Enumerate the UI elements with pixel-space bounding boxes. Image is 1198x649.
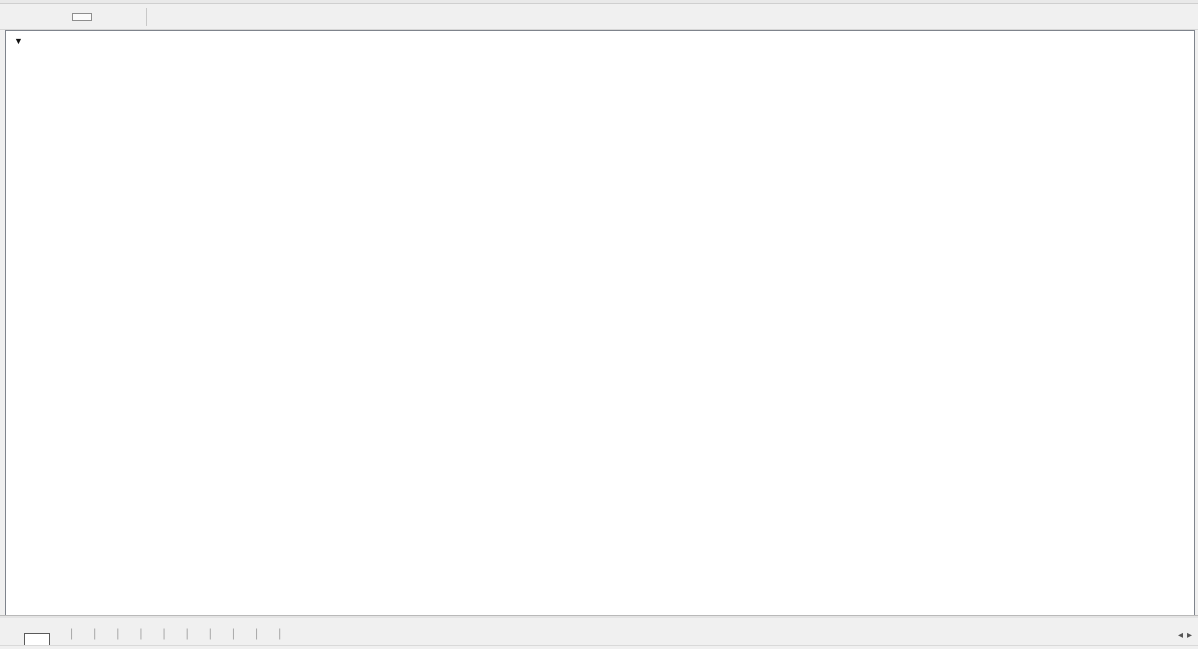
tab-gbpusd-h4[interactable] <box>166 636 186 645</box>
top-divider <box>0 0 1198 4</box>
tab-scroll-left-icon[interactable]: ◂ <box>1177 630 1183 641</box>
tab-usdcad-daily[interactable] <box>73 636 93 645</box>
timeframe-button-m30[interactable] <box>6 13 26 21</box>
chart-canvas[interactable] <box>6 31 1192 613</box>
tabbar-divider <box>0 615 1198 619</box>
toolbar-separator <box>146 7 147 26</box>
tab-separator: | <box>93 626 97 640</box>
timeframe-button-w1[interactable] <box>94 13 114 21</box>
timeframe-toolbar <box>0 4 1198 30</box>
chart-title: ▼ <box>14 36 57 46</box>
tab-scroll-arrows: ◂ ▸ <box>1178 630 1198 645</box>
tab-tech100-h1[interactable] <box>258 636 278 645</box>
bottom-strip <box>0 645 1198 649</box>
tab-separator: | <box>231 626 235 640</box>
chart-tab-bar: | | | | | | | | | | ◂ ▸ <box>0 618 1198 645</box>
tab-scroll-right-icon[interactable]: ▸ <box>1186 630 1192 641</box>
tab-separator: | <box>139 626 143 640</box>
timeframe-button-h4[interactable] <box>50 13 70 21</box>
chevron-down-icon[interactable]: ▼ <box>14 36 23 46</box>
tab-dj30-h4[interactable] <box>235 636 255 645</box>
tab-separator: | <box>116 626 120 640</box>
tab-gbpusd-h1[interactable] <box>212 636 232 645</box>
tab-separator: | <box>70 626 74 640</box>
chart-window[interactable]: ▼ <box>5 30 1195 616</box>
tab-separator: | <box>278 626 282 640</box>
tab-usdchf-daily[interactable] <box>50 636 70 645</box>
tab-usdcnh-h4[interactable] <box>96 636 116 645</box>
tab-eurusd-daily[interactable] <box>4 636 24 645</box>
tab-usdjpy-daily[interactable] <box>119 636 139 645</box>
tab-separator: | <box>255 626 259 640</box>
tab-separator: | <box>185 626 189 640</box>
timeframe-button-d1[interactable] <box>72 12 92 21</box>
tab-separator: | <box>162 626 166 640</box>
tab-sp500-h1[interactable] <box>189 636 209 645</box>
timeframe-button-mn[interactable] <box>116 13 136 21</box>
tab-audusd-daily[interactable] <box>24 633 50 645</box>
tab-ukoil[interactable] <box>281 636 301 645</box>
timeframe-button-h1[interactable] <box>28 13 48 21</box>
tab-xauusd-h4[interactable] <box>143 636 163 645</box>
tab-separator: | <box>208 626 212 640</box>
